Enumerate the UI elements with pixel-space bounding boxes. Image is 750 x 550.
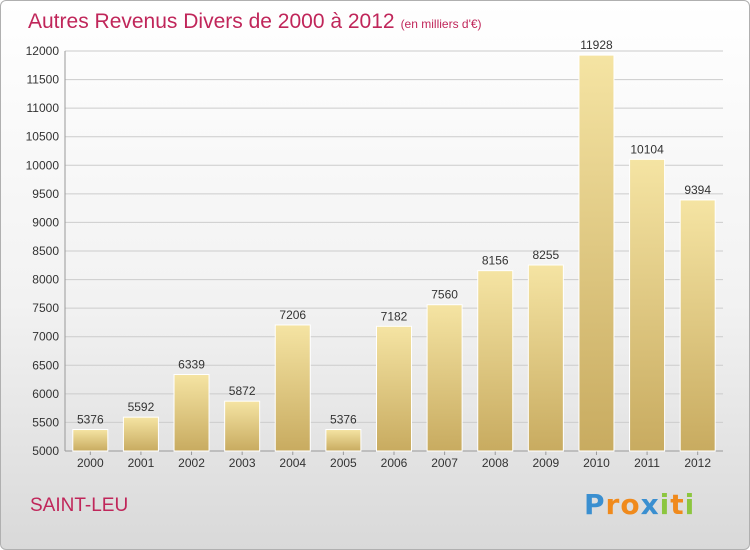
bars <box>72 54 716 452</box>
x-tick-label: 2006 <box>381 456 408 470</box>
y-tick-label: 6000 <box>32 387 59 401</box>
x-tick-label: 2009 <box>532 456 559 470</box>
data-label: 11928 <box>580 38 613 52</box>
bar <box>122 416 159 452</box>
y-tick-label: 12000 <box>26 44 60 58</box>
y-tick-label: 11500 <box>27 73 60 87</box>
x-tick-label: 2012 <box>684 456 711 470</box>
data-label: 9394 <box>684 183 711 197</box>
data-labels: 5376 5592 6339 5872 7206 5376 7182 7560 8156 8255… <box>77 38 711 426</box>
x-tick-label: 2007 <box>431 456 458 470</box>
bar <box>173 373 210 452</box>
data-label: 8156 <box>482 254 509 268</box>
data-label: 5376 <box>330 413 357 427</box>
logo-letter: t <box>670 488 685 521</box>
chart-title-text: Autres Revenus Divers de 2000 à 2012 <box>28 10 395 33</box>
y-tick-label: 10500 <box>26 130 60 144</box>
data-label: 10104 <box>630 142 664 156</box>
y-tick-label: 7000 <box>32 330 59 344</box>
data-label: 7206 <box>279 308 306 322</box>
bar <box>426 304 463 452</box>
bar <box>224 400 261 452</box>
x-tick-label: 2000 <box>77 456 104 470</box>
y-tick-label: 5000 <box>32 444 59 458</box>
bar <box>527 264 564 452</box>
x-tick-label: 2002 <box>178 456 205 470</box>
data-label: 8255 <box>532 248 559 262</box>
y-tick-label: 9500 <box>32 187 59 201</box>
logo-letter: i <box>659 488 671 521</box>
bar <box>376 325 412 452</box>
bar <box>477 270 514 452</box>
logo-letter: P <box>584 488 606 521</box>
bar <box>72 429 109 452</box>
y-tick-label: 6500 <box>32 358 59 372</box>
logo-letter: i <box>684 488 696 521</box>
x-tick-label: 2001 <box>128 456 155 470</box>
bar <box>578 54 615 452</box>
y-tick-label: 10000 <box>26 158 60 172</box>
y-tick-label: 5500 <box>32 415 59 429</box>
y-tick-label: 8500 <box>32 244 59 258</box>
data-label: 5376 <box>77 413 104 427</box>
bar <box>629 158 666 452</box>
logo-letter: r <box>605 488 621 521</box>
data-label: 7182 <box>381 309 408 323</box>
city-name: SAINT-LEU <box>30 495 129 516</box>
bar <box>325 429 362 452</box>
logo-letter: x <box>640 488 660 521</box>
y-tick-label: 7500 <box>32 301 59 315</box>
x-tick-label: 2004 <box>279 456 306 470</box>
data-label: 5592 <box>128 400 155 414</box>
x-tick-label: 2005 <box>330 456 357 470</box>
y-tick-label: 11000 <box>27 101 60 115</box>
logo-letter: o <box>620 488 641 521</box>
y-tick-label: 9000 <box>32 215 59 229</box>
proxiti-logo[interactable]: Proxiti <box>584 488 695 521</box>
chart-subtitle: (en milliers d'€) <box>400 17 482 31</box>
y-tick-label: 8000 <box>32 273 59 287</box>
x-tick-label: 2008 <box>482 456 509 470</box>
x-tick-label: 2010 <box>583 456 610 470</box>
bar <box>274 324 311 452</box>
chart-title: Autres Revenus Divers de 2000 à 2012 (en … <box>28 10 482 34</box>
x-tick-label: 2011 <box>634 456 660 470</box>
bar <box>679 199 716 452</box>
data-label: 5872 <box>229 384 256 398</box>
data-label: 6339 <box>178 357 205 371</box>
data-label: 7560 <box>431 288 458 302</box>
x-tick-label: 2003 <box>229 456 256 470</box>
